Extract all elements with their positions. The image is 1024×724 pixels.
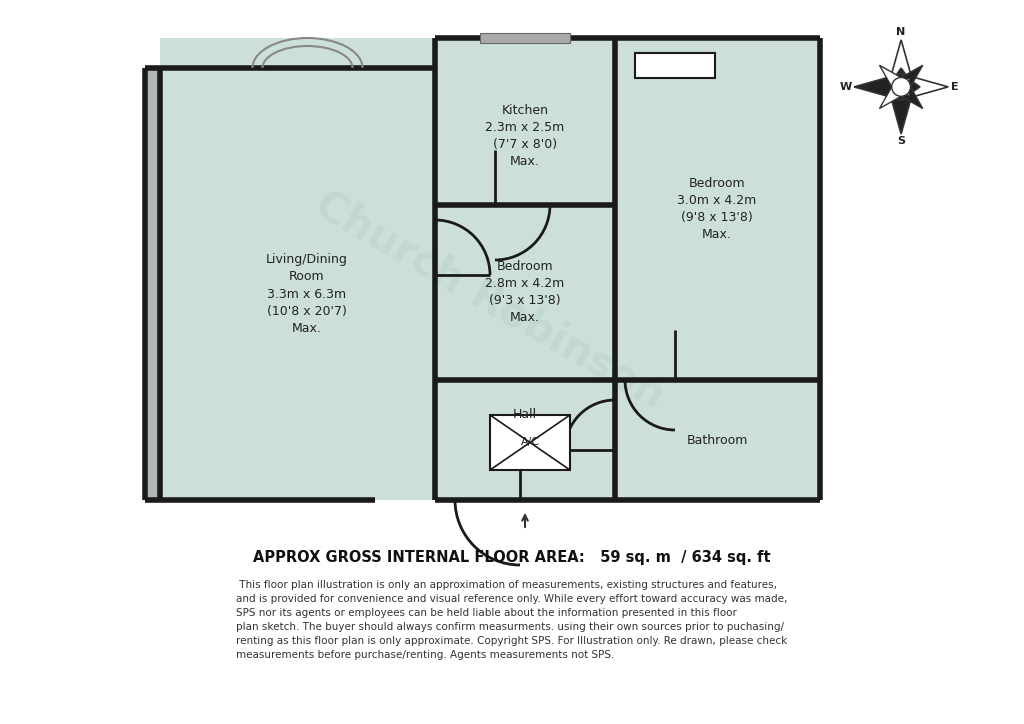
Polygon shape	[883, 74, 948, 100]
Text: Kitchen
2.3m x 2.5m
(7'7 x 8'0)
Max.: Kitchen 2.3m x 2.5m (7'7 x 8'0) Max.	[485, 104, 564, 168]
Bar	[615, 380, 820, 500]
Polygon shape	[880, 78, 909, 109]
Text: Hall: Hall	[513, 408, 537, 421]
Circle shape	[892, 77, 910, 96]
Text: A/C: A/C	[520, 437, 540, 447]
Text: W: W	[840, 82, 852, 92]
Text: This floor plan illustration is only an approximation of measurements, existing : This floor plan illustration is only an …	[237, 580, 787, 660]
Bar	[490, 415, 570, 470]
Polygon shape	[893, 78, 923, 109]
Bar	[435, 205, 615, 380]
Polygon shape	[888, 40, 914, 106]
Bar	[435, 38, 615, 205]
Polygon shape	[854, 74, 920, 100]
Bar	[480, 33, 570, 43]
Text: Living/Dining
Room
3.3m x 6.3m
(10'8 x 20'7)
Max.: Living/Dining Room 3.3m x 6.3m (10'8 x 2…	[266, 253, 348, 334]
Text: E: E	[950, 82, 958, 92]
Text: S: S	[897, 136, 905, 146]
Polygon shape	[880, 65, 909, 96]
Text: Church Robinson: Church Robinson	[308, 182, 672, 417]
Bar	[145, 68, 160, 500]
Bar	[435, 380, 615, 500]
Bar	[160, 38, 435, 500]
Text: APPROX GROSS INTERNAL FLOOR AREA:   59 sq. m  / 634 sq. ft: APPROX GROSS INTERNAL FLOOR AREA: 59 sq.…	[253, 550, 771, 565]
Bar	[615, 38, 820, 380]
Bar	[635, 53, 715, 78]
Polygon shape	[888, 68, 914, 134]
Polygon shape	[893, 65, 923, 96]
Text: Bedroom
2.8m x 4.2m
(9'3 x 13'8)
Max.: Bedroom 2.8m x 4.2m (9'3 x 13'8) Max.	[485, 260, 564, 324]
Text: Bathroom: Bathroom	[686, 434, 748, 447]
Text: N: N	[896, 28, 906, 38]
Text: Bedroom
3.0m x 4.2m
(9'8 x 13'8)
Max.: Bedroom 3.0m x 4.2m (9'8 x 13'8) Max.	[677, 177, 757, 241]
